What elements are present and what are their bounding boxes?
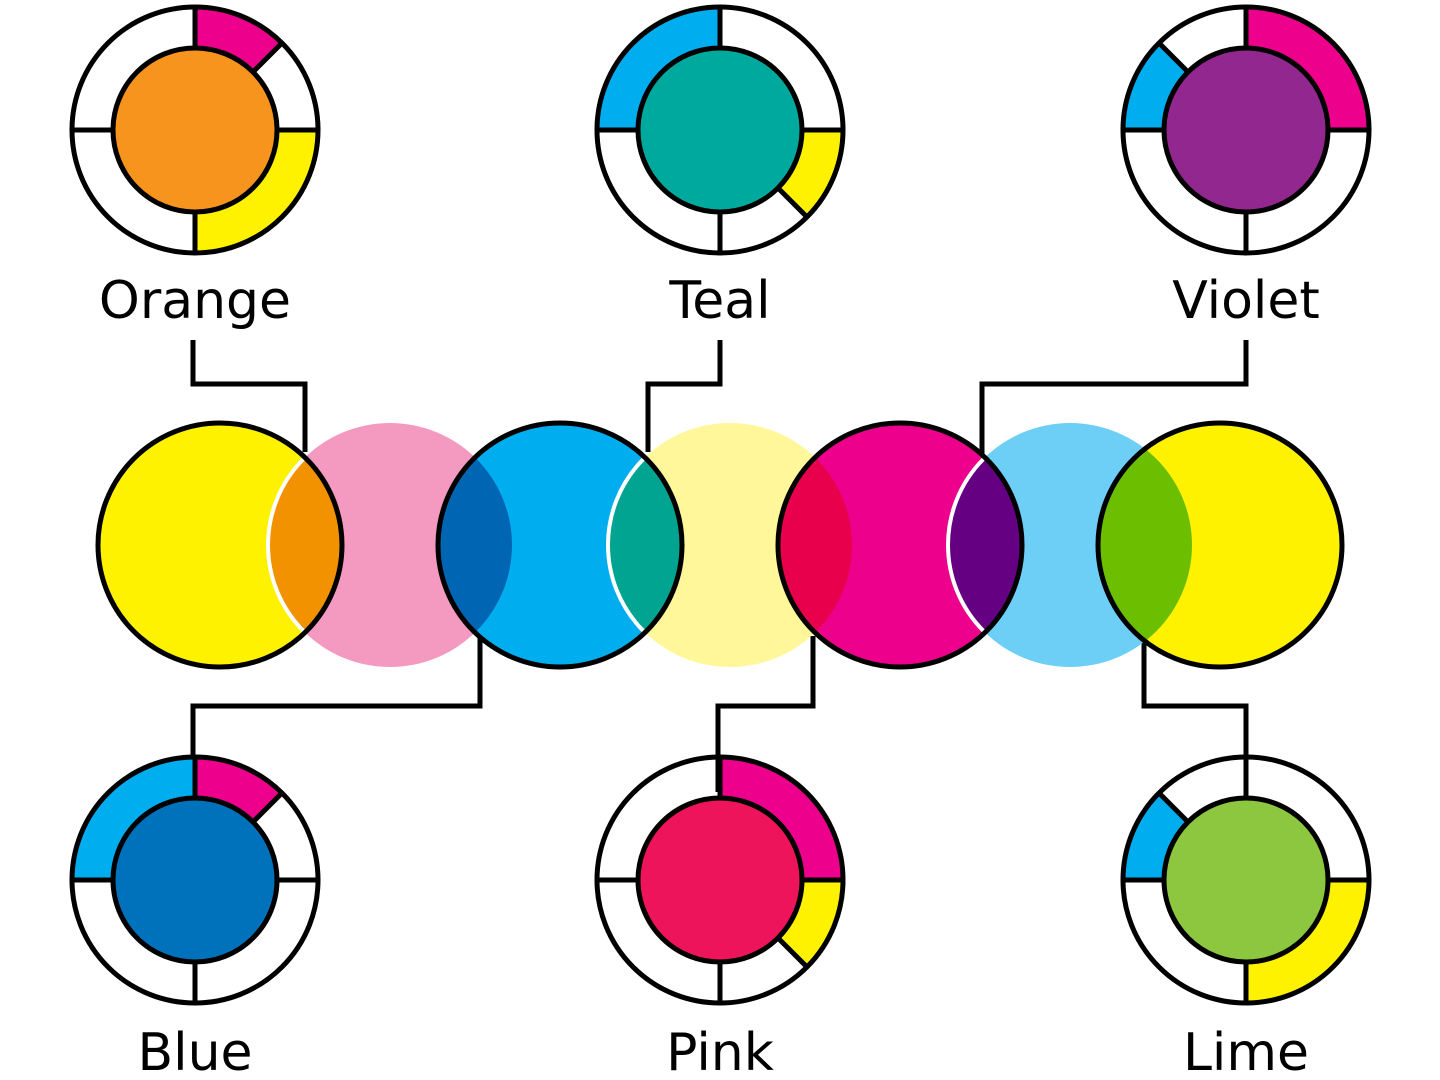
color-wheel-lime — [1120, 754, 1372, 1006]
chain-circle-3 — [438, 423, 682, 667]
wedge-yellow — [1246, 880, 1369, 1003]
wedge-yellow — [777, 880, 843, 967]
wedge-cyan — [597, 7, 720, 130]
wedge-cyan — [72, 757, 195, 880]
wheel-center-orange — [110, 45, 280, 215]
label-blue: Blue — [137, 1023, 252, 1080]
chain-outline-1 — [95, 420, 345, 670]
wedge-divider — [251, 41, 284, 74]
connector-blue — [190, 636, 483, 792]
wedge-magenta — [195, 757, 282, 823]
chain-circle-5 — [778, 423, 1022, 667]
connector-violet — [979, 340, 1249, 458]
wedge-magenta — [195, 7, 282, 73]
connector-orange — [190, 340, 308, 452]
color-wheel-teal — [594, 4, 846, 256]
wedge-cyan — [1123, 793, 1189, 880]
wedge-yellow — [777, 130, 843, 217]
wheel-outer-ring — [594, 4, 846, 256]
connector-lime — [1141, 636, 1249, 792]
wheel-center-teal — [635, 45, 805, 215]
connector-pink — [715, 636, 816, 792]
wedge-divider — [776, 936, 809, 969]
wheel-center-lime — [1161, 795, 1331, 965]
chain-outline-7 — [1095, 420, 1345, 670]
label-teal: Teal — [668, 271, 770, 331]
wedge-magenta — [720, 757, 843, 880]
wedge-divider — [1157, 41, 1190, 74]
wheel-outer-ring — [1120, 4, 1372, 256]
chain-circle-2 — [268, 423, 512, 667]
label-orange: Orange — [99, 271, 291, 331]
label-pink: Pink — [666, 1023, 774, 1080]
chain-outline-3 — [435, 420, 685, 670]
wedge-magenta — [1246, 7, 1369, 130]
wheel-center-violet — [1161, 45, 1331, 215]
color-wheel-orange — [69, 4, 321, 256]
wedge-divider — [1157, 791, 1190, 824]
color-wheel-blue — [69, 754, 321, 1006]
wheel-outer-ring — [69, 754, 321, 1006]
wedge-divider — [251, 791, 284, 824]
color-wheels — [69, 4, 1372, 1006]
wheel-outer-ring — [594, 754, 846, 1006]
connector-teal — [645, 340, 723, 452]
connector-lines — [190, 340, 1249, 792]
wedge-divider — [776, 186, 809, 219]
wheel-outer-ring — [1120, 754, 1372, 1006]
chain-outline-5 — [775, 420, 1025, 670]
wedge-yellow — [195, 130, 318, 253]
label-violet: Violet — [1172, 271, 1320, 331]
circle-chain — [95, 420, 1345, 670]
color-wheel-violet — [1120, 4, 1372, 256]
chain-circle-1 — [98, 423, 342, 667]
wedge-cyan — [1123, 43, 1189, 131]
color-wheel-pink — [594, 754, 846, 1006]
wheel-center-blue — [110, 795, 280, 965]
wheel-center-pink — [635, 795, 805, 965]
chain-circle-4 — [608, 423, 852, 667]
label-lime: Lime — [1183, 1023, 1309, 1080]
wheel-outer-ring — [69, 4, 321, 256]
